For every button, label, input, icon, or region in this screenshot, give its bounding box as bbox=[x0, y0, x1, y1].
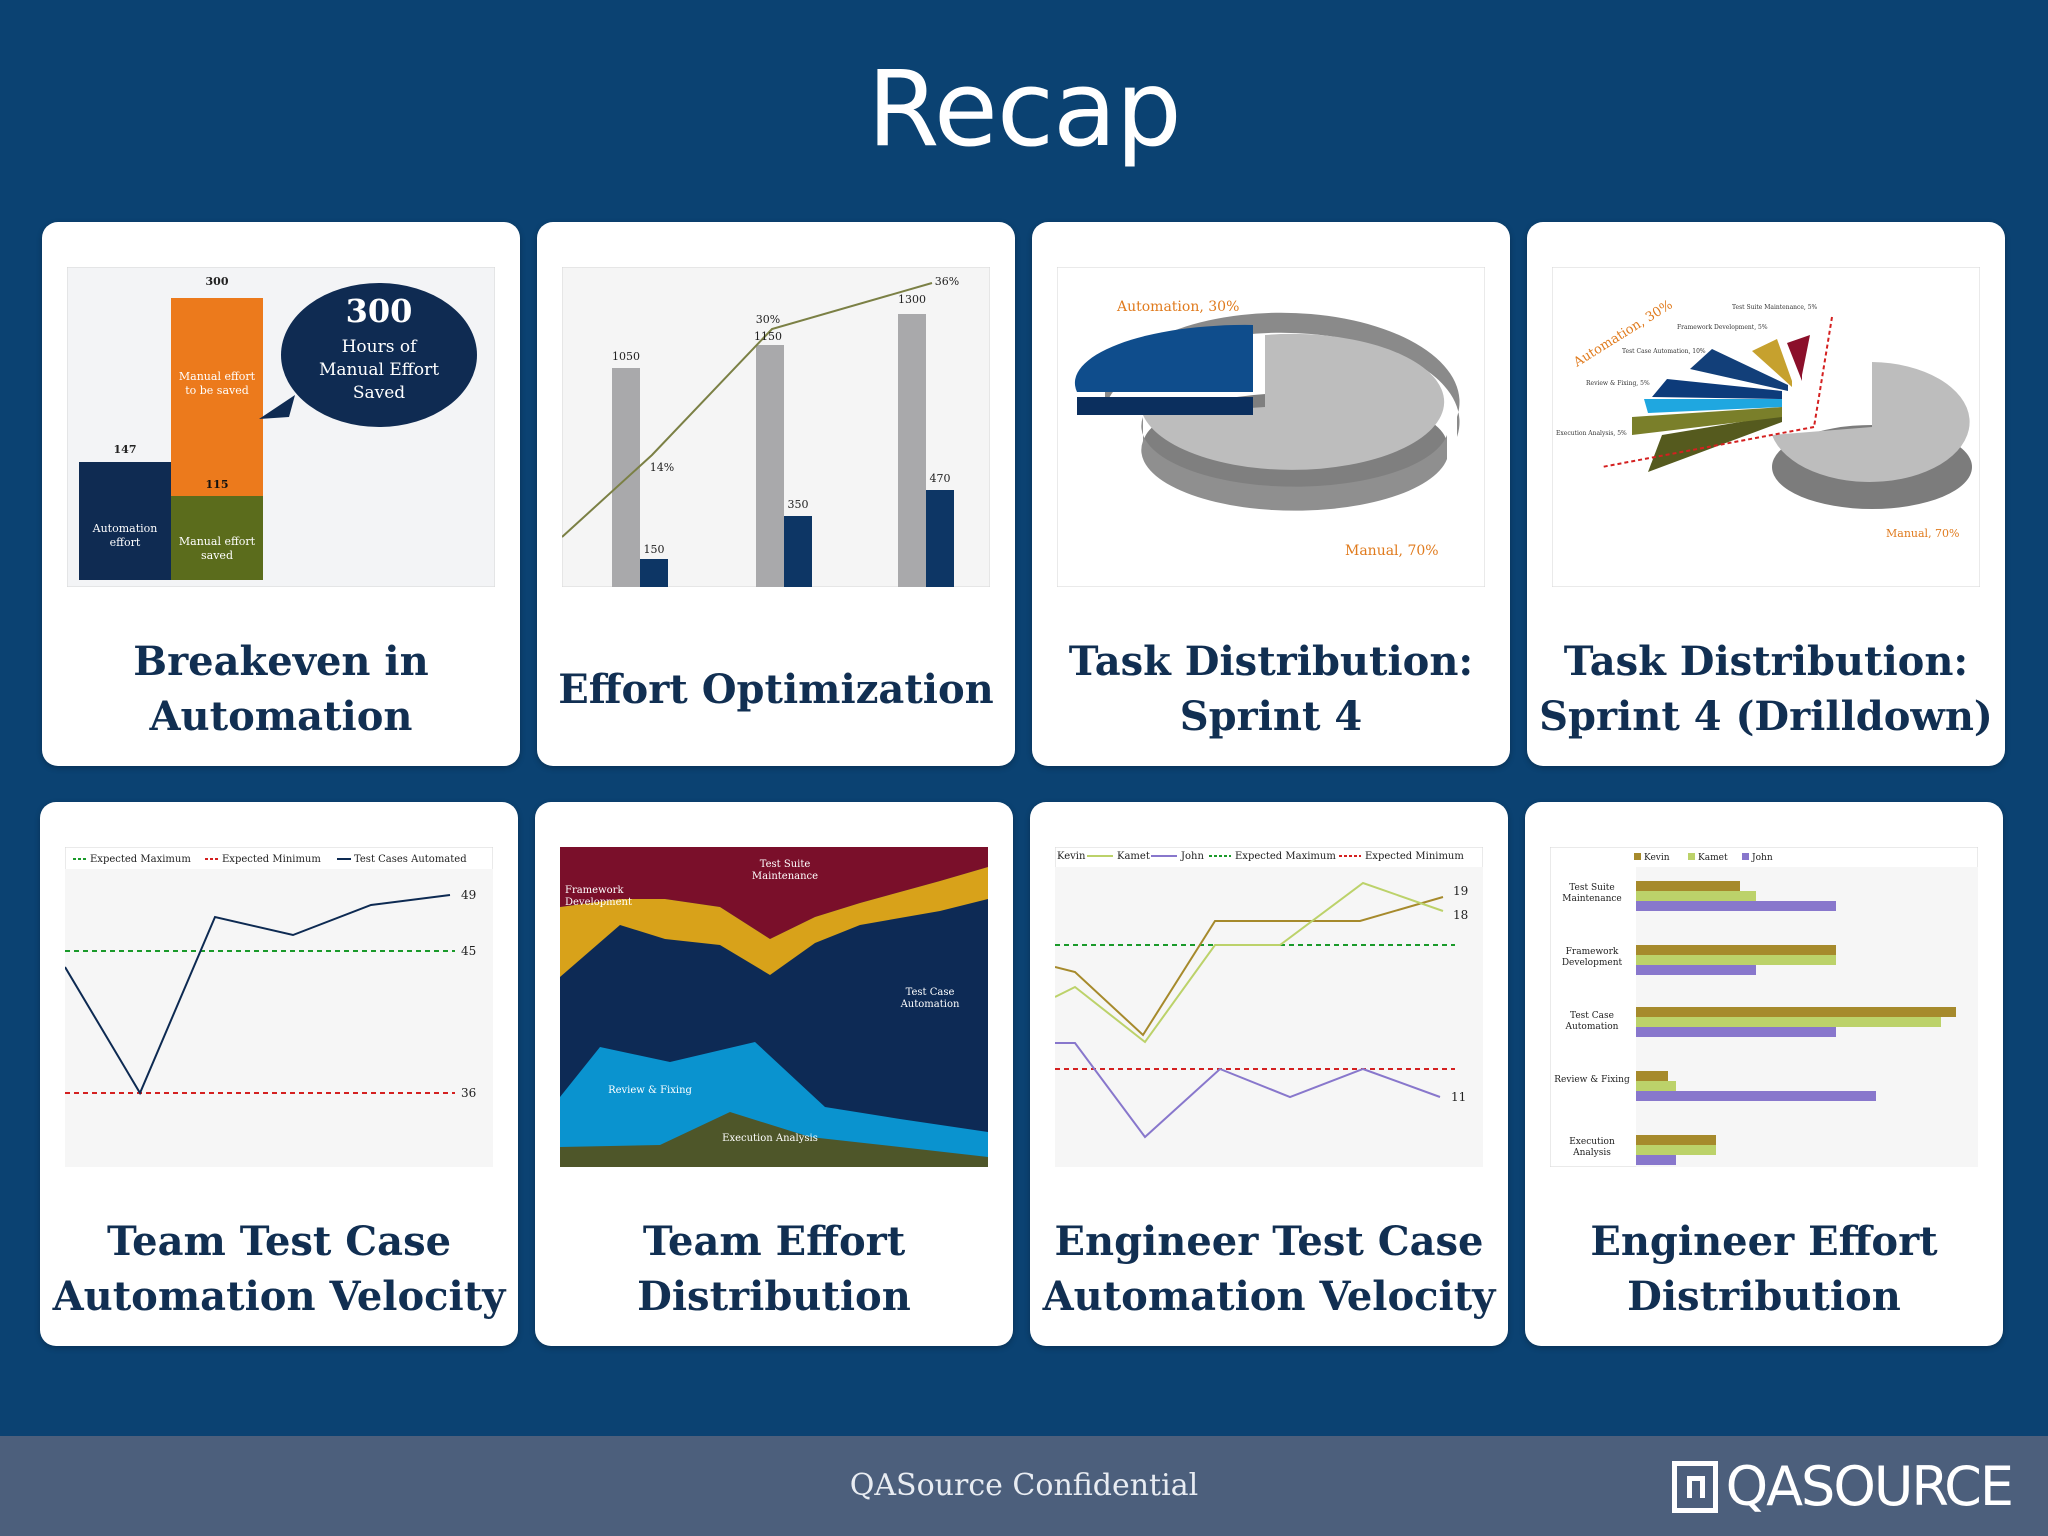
card-label: Team Test Case Automation Velocity bbox=[52, 1218, 506, 1320]
effort-pct-0: 14% bbox=[650, 461, 674, 474]
eng-legend-kevin: Kevin bbox=[1057, 851, 1086, 862]
effort-pct-1: 30% bbox=[756, 313, 780, 326]
card-label: Engineer Test Case Automation Velocity bbox=[1042, 1218, 1496, 1320]
thumb-team-effort: Framework Development Test Suite Mainten… bbox=[560, 847, 988, 1167]
bubble-line-3: Saved bbox=[353, 383, 405, 403]
drill-tca-label: Test Case Automation, 10% bbox=[1622, 348, 1706, 355]
breakeven-left-value: 147 bbox=[114, 443, 137, 456]
drill-manual-label: Manual, 70% bbox=[1886, 527, 1960, 540]
page-title: Recap bbox=[867, 48, 1182, 170]
drill-review-label: Review & Fixing, 5% bbox=[1586, 380, 1650, 387]
card-team-effort[interactable]: Framework Development Test Suite Mainten… bbox=[535, 802, 1013, 1346]
effort-legend-john: John bbox=[1751, 853, 1773, 863]
card-task-drilldown[interactable]: Automation, 30% Manual, 70% Test Suite M… bbox=[1527, 222, 2005, 766]
breakeven-to-save-label: Manual effort to be saved bbox=[178, 370, 256, 397]
card-label: Team Effort Distribution bbox=[637, 1218, 911, 1320]
effort-legend-kamet: Kamet bbox=[1698, 853, 1728, 863]
legend-expected-min: Expected Minimum bbox=[222, 854, 321, 865]
effort-cat-exec: Execution Analysis bbox=[1569, 1137, 1615, 1158]
effort-cat-framework: Framework Development bbox=[1561, 947, 1623, 968]
team-framework-label: Framework Development bbox=[565, 885, 632, 908]
velocity-36: 36 bbox=[461, 1086, 476, 1100]
card-label: Breakeven in Automation bbox=[133, 638, 429, 740]
qasource-logo-icon bbox=[1672, 1461, 1718, 1513]
effort-grey-2: 1300 bbox=[898, 293, 926, 306]
legend-test-cases: Test Cases Automated bbox=[354, 854, 467, 865]
bubble-number: 300 bbox=[346, 292, 413, 330]
card-label: Effort Optimization bbox=[558, 665, 994, 713]
drill-exec-label: Execution Analysis, 5% bbox=[1556, 430, 1627, 437]
task-automation-label: Automation, 30% bbox=[1116, 299, 1239, 315]
team-suite-label: Test Suite Maintenance bbox=[751, 859, 819, 882]
card-label: Task Distribution: Sprint 4 bbox=[1068, 638, 1474, 740]
thumb-task-distribution: Automation, 30% Manual, 70% bbox=[1057, 267, 1485, 587]
footer-bar: QASource Confidential QASOURCE bbox=[0, 1436, 2048, 1536]
eng-legend-kamet: Kamet bbox=[1117, 851, 1150, 862]
team-review-label: Review & Fixing bbox=[608, 1085, 692, 1096]
card-breakeven[interactable]: 300 147 115 Automation effort Manual eff… bbox=[42, 222, 520, 766]
breakeven-mid-value: 115 bbox=[206, 478, 229, 491]
eng-19: 19 bbox=[1453, 884, 1468, 898]
team-tca-label: Test Case Automation bbox=[900, 987, 960, 1010]
card-engineer-effort[interactable]: Kevin Kamet John Test Suite Maintenance … bbox=[1525, 802, 2003, 1346]
qasource-logo-text: QASOURCE bbox=[1725, 1455, 2014, 1518]
eng-18: 18 bbox=[1453, 908, 1468, 922]
eng-legend-max: Expected Maximum bbox=[1235, 851, 1336, 862]
drill-suite-label: Test Suite Maintenance, 5% bbox=[1732, 304, 1818, 311]
thumb-engineer-effort: Kevin Kamet John Test Suite Maintenance … bbox=[1550, 847, 1978, 1167]
effort-navy-2: 470 bbox=[930, 472, 951, 485]
eng-legend-min: Expected Minimum bbox=[1365, 851, 1464, 862]
card-task-distribution[interactable]: Automation, 30% Manual, 70% Task Distrib… bbox=[1032, 222, 1510, 766]
eng-legend-john: John bbox=[1180, 851, 1204, 862]
velocity-45: 45 bbox=[461, 944, 476, 958]
drill-framework-label: Framework Development, 5% bbox=[1677, 324, 1768, 331]
breakeven-saved-label: Manual effort saved bbox=[178, 535, 256, 562]
effort-pct-2: 36% bbox=[935, 275, 959, 288]
thumb-effort-optimization: 1050 150 1150 350 1300 470 14% 30% 36% bbox=[562, 267, 990, 587]
breakeven-automation-label: Automation effort bbox=[92, 522, 158, 549]
thumb-engineer-velocity: Kevin Kamet John Expected Maximum Expect… bbox=[1055, 847, 1483, 1167]
card-label: Engineer Effort Distribution bbox=[1590, 1218, 1938, 1320]
team-exec-label: Execution Analysis bbox=[722, 1133, 818, 1144]
effort-cat-tca: Test Case Automation bbox=[1565, 1011, 1619, 1032]
qasource-logo: QASOURCE bbox=[1672, 1455, 2014, 1518]
effort-cat-suite: Test Suite Maintenance bbox=[1562, 883, 1622, 904]
thumb-team-velocity: Expected Maximum Expected Minimum Test C… bbox=[65, 847, 493, 1167]
card-team-velocity[interactable]: Expected Maximum Expected Minimum Test C… bbox=[40, 802, 518, 1346]
bubble-line-2: Manual Effort bbox=[319, 360, 439, 380]
velocity-49: 49 bbox=[461, 888, 476, 902]
card-engineer-velocity[interactable]: Kevin Kamet John Expected Maximum Expect… bbox=[1030, 802, 1508, 1346]
effort-cat-review: Review & Fixing bbox=[1554, 1075, 1630, 1085]
card-label: Task Distribution: Sprint 4 (Drilldown) bbox=[1539, 638, 1993, 740]
effort-grey-0: 1050 bbox=[612, 350, 640, 363]
thumb-breakeven: 300 147 115 Automation effort Manual eff… bbox=[67, 267, 495, 587]
breakeven-top-value: 300 bbox=[206, 275, 229, 288]
effort-legend-kevin: Kevin bbox=[1644, 853, 1670, 863]
effort-navy-0: 150 bbox=[644, 543, 665, 556]
effort-navy-1: 350 bbox=[788, 498, 809, 511]
eng-11: 11 bbox=[1451, 1090, 1466, 1104]
task-manual-label: Manual, 70% bbox=[1345, 543, 1439, 559]
legend-expected-max: Expected Maximum bbox=[90, 854, 191, 865]
bubble-line-1: Hours of bbox=[342, 337, 418, 357]
card-effort-optimization[interactable]: 1050 150 1150 350 1300 470 14% 30% 36% E… bbox=[537, 222, 1015, 766]
effort-grey-1: 1150 bbox=[754, 330, 782, 343]
thumb-task-drilldown: Automation, 30% Manual, 70% Test Suite M… bbox=[1552, 267, 1980, 587]
footer-confidential: QASource Confidential bbox=[849, 1468, 1199, 1503]
